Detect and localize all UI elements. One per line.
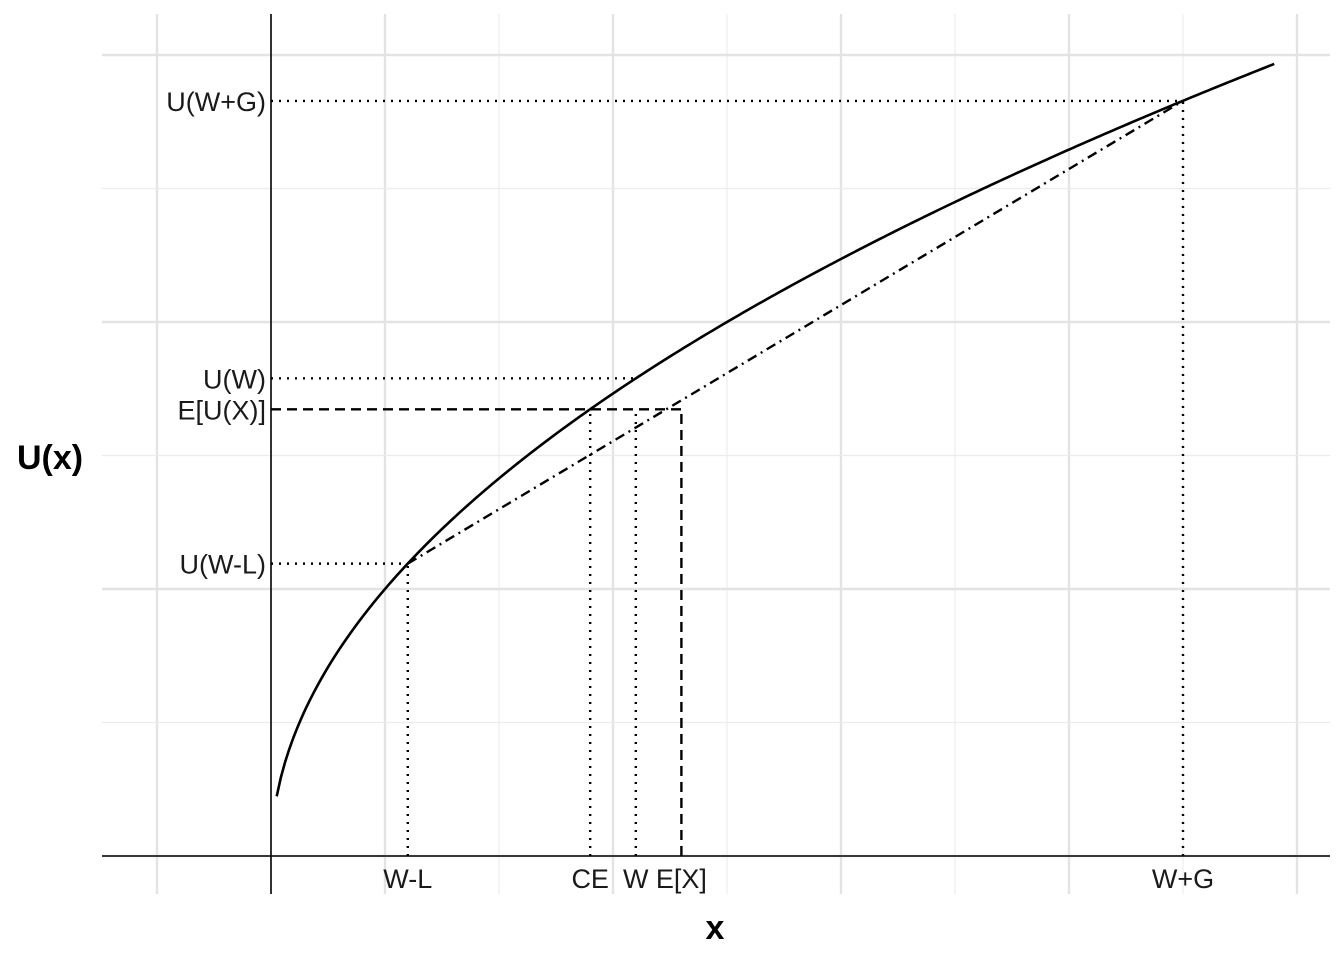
guide-layer (271, 99, 1185, 856)
x-tick-label-w: W (623, 864, 649, 894)
x-tick-label-w-l: W-L (383, 864, 432, 894)
chord-line (407, 99, 1184, 565)
x-tick-label-e-x: E[X] (656, 864, 707, 894)
x-axis-title: x (706, 909, 725, 947)
y-tick-label-u-w: U(W) (203, 364, 266, 394)
y-tick-label-u-w-g: U(W+G) (166, 87, 266, 117)
y-tick-label-e-u-x: E[U(X)] (177, 395, 266, 425)
x-tick-label-ce: CE (571, 864, 609, 894)
grid-layer (102, 14, 1330, 894)
axes-layer (102, 14, 1330, 894)
label-layer: W-L CE W E[X] W+G U(W+G) U(W)E[U(X)] U(W-L) (166, 87, 1214, 894)
series-layer (275, 62, 1275, 797)
y-tick-label-u-w-l: U(W-L) (180, 550, 266, 580)
utility-curve (275, 62, 1275, 797)
x-tick-label-w-g: W+G (1152, 864, 1214, 894)
y-axis-title: U(x) (17, 439, 83, 477)
